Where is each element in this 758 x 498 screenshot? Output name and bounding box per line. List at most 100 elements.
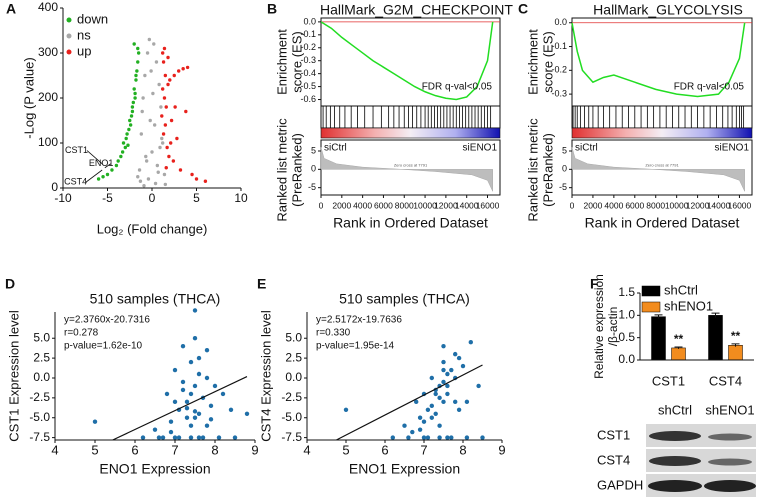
point — [429, 415, 434, 420]
point — [410, 429, 415, 435]
x-tick-label: -5 — [102, 191, 113, 205]
point — [129, 114, 134, 118]
y-tick-label: -0.1 — [300, 29, 316, 39]
point — [180, 343, 186, 349]
point — [196, 411, 202, 416]
y-tick-label: 1.5 — [618, 285, 635, 299]
y-axis-label: Ranked list metric — [274, 118, 289, 222]
metric-area — [320, 147, 493, 192]
point — [453, 399, 458, 405]
point — [208, 417, 214, 422]
point — [220, 391, 226, 397]
point — [172, 73, 176, 78]
panel-letter: A — [6, 1, 16, 17]
point — [161, 132, 166, 136]
point — [449, 367, 454, 373]
legend-label: ns — [77, 27, 91, 42]
y-axis-label: (PreRanked) — [540, 133, 555, 207]
point — [188, 359, 194, 365]
chart-title: HallMark_GLYCOLYSIS — [593, 2, 743, 18]
point — [150, 150, 154, 154]
point — [124, 136, 128, 141]
point — [163, 123, 168, 127]
left-label: siCtrl — [575, 143, 598, 154]
y-tick-label: -7.5 — [29, 430, 50, 444]
y-tick-label: 300 — [38, 45, 58, 59]
point — [136, 51, 141, 55]
blot-column-label: shENO1 — [705, 402, 754, 417]
point — [192, 415, 198, 420]
x-tick-label: 2000 — [332, 200, 351, 210]
point — [110, 168, 114, 172]
point — [441, 359, 446, 365]
point — [155, 163, 160, 168]
x-axis-label: Rank in Ordered Dataset — [333, 215, 488, 231]
band — [704, 480, 756, 492]
blot-row-label: GAPDH — [597, 477, 643, 492]
point — [147, 37, 152, 42]
es-frame — [320, 17, 501, 107]
point — [114, 163, 119, 168]
point — [180, 379, 186, 385]
regression-line — [336, 364, 483, 441]
y-tick-label: -7.5 — [281, 430, 302, 444]
point — [125, 132, 129, 136]
point — [164, 105, 168, 109]
y-axis-label: CST4 Expression level — [258, 310, 273, 442]
x-tick-label: 8 — [211, 442, 218, 457]
point — [163, 182, 168, 187]
y-tick-label: 2.5 — [285, 350, 302, 364]
point — [153, 181, 158, 186]
point — [151, 91, 155, 96]
zero-cross-label: Zero cross at 7791 — [645, 162, 679, 167]
legend-marker — [66, 49, 72, 55]
panel-letter: C — [518, 1, 528, 17]
point — [140, 109, 144, 114]
legend-swatch — [641, 285, 661, 297]
bar — [651, 316, 666, 361]
error-bar — [674, 346, 683, 349]
y-tick-label: 400 — [38, 0, 58, 14]
y-tick-label: 0 — [562, 164, 567, 174]
point — [149, 69, 153, 73]
point — [180, 387, 186, 393]
regression-line — [112, 376, 248, 441]
point — [128, 118, 132, 123]
blot-strip — [646, 449, 756, 472]
y-tick-label: 0 — [51, 180, 58, 194]
rank-colorbar — [571, 127, 753, 139]
blot-column-label: shCtrl — [658, 402, 692, 417]
point — [433, 411, 438, 416]
y-tick-label: -5 — [559, 182, 567, 192]
point — [163, 73, 168, 78]
y-axis-label: CST1 Expression level — [6, 310, 21, 442]
point — [105, 172, 110, 177]
point — [168, 429, 174, 435]
band — [649, 456, 701, 466]
point — [190, 172, 194, 177]
annotation-arrow — [86, 150, 104, 165]
point — [130, 109, 135, 114]
es-curve — [320, 21, 494, 101]
y-tick-label: 0 — [311, 164, 316, 174]
legend-swatch — [641, 301, 661, 313]
x-tick-label: 10 — [234, 191, 248, 205]
point — [160, 51, 165, 55]
annotation: p-value=1.95e-14 — [316, 341, 395, 352]
x-tick-label: 9 — [498, 442, 505, 457]
point — [445, 371, 450, 377]
y-tick-label: 0.5 — [618, 330, 635, 344]
point — [123, 145, 128, 150]
y-axis-label: Relative expression — [592, 274, 606, 379]
point — [437, 395, 442, 401]
point — [128, 123, 133, 127]
right-label: siENO1 — [463, 143, 498, 154]
blot-row-label: CST1 — [597, 427, 630, 442]
x-tick-label: 10000 — [665, 200, 689, 210]
point — [188, 423, 194, 428]
error-bar — [731, 343, 740, 347]
legend-label: down — [77, 11, 108, 26]
point — [137, 168, 142, 172]
point — [460, 363, 466, 369]
x-tick-label: 5 — [91, 442, 98, 457]
